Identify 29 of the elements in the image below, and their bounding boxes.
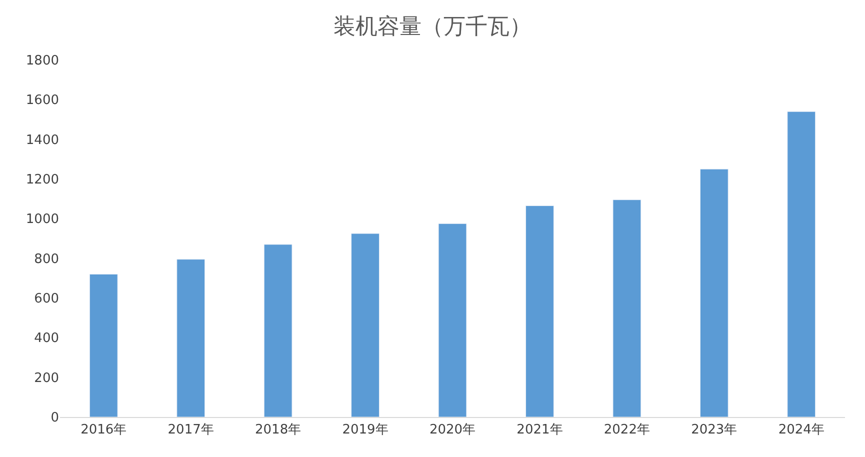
y-tick-label: 600 (34, 292, 59, 307)
x-tick-label: 2016年 (80, 422, 127, 438)
x-tick-label: 2022年 (604, 422, 650, 438)
y-tick-label: 1400 (26, 132, 59, 148)
x-tick-label: 2023年 (691, 422, 738, 438)
bar (351, 233, 380, 417)
x-tick-label: 2020年 (429, 422, 476, 438)
bar (176, 259, 206, 417)
chart-title: 装机容量（万千瓦） (334, 14, 532, 40)
bar (700, 168, 728, 417)
bar (89, 274, 118, 417)
x-tick-label: 2024年 (778, 422, 824, 438)
y-tick-label: 800 (34, 252, 59, 267)
bar (526, 206, 554, 417)
y-tick-label: 1600 (26, 93, 59, 108)
x-tick-label: 2019年 (342, 422, 388, 438)
y-tick-label: 400 (34, 331, 59, 346)
bar (438, 223, 467, 417)
y-tick-label: 200 (34, 370, 59, 386)
y-tick-label: 1200 (26, 172, 59, 188)
x-tick-label: 2018年 (255, 422, 302, 438)
x-tick-label: 2017年 (168, 422, 214, 438)
bar (612, 200, 642, 417)
x-tick-label: 2021年 (516, 422, 563, 438)
bar (264, 244, 292, 417)
y-tick-label: 1000 (26, 212, 59, 228)
y-tick-label: 0 (50, 410, 59, 426)
y-tick-label: 1800 (26, 54, 59, 69)
bar (787, 111, 816, 417)
